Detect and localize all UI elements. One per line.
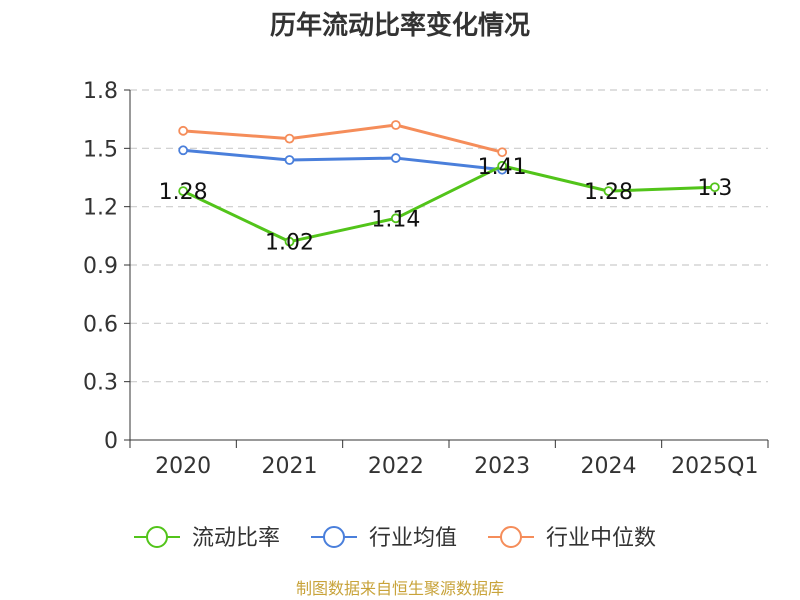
- data-point[interactable]: [390, 120, 401, 130]
- data-point[interactable]: [603, 186, 614, 197]
- x-tick-label: 2021: [262, 454, 318, 479]
- x-axis-ticks: 2020 2021 2022 2023 2024 2025Q1: [129, 440, 769, 479]
- data-point[interactable]: [284, 236, 295, 247]
- data-label: 1.28: [584, 180, 633, 205]
- x-tick-label: 2025Q1: [671, 454, 758, 479]
- data-point[interactable]: [497, 160, 508, 171]
- gridlines: [130, 89, 768, 383]
- y-tick-label: 0.3: [83, 371, 118, 396]
- series-line-2: [183, 123, 503, 154]
- legend-label: 行业均值: [369, 526, 457, 551]
- x-tick-label: 2024: [581, 454, 637, 479]
- legend-item[interactable]: 行业中位数: [488, 526, 656, 551]
- data-label: 1.28: [159, 180, 208, 205]
- data-point[interactable]: [284, 155, 295, 165]
- legend-item[interactable]: 流动比率: [134, 526, 280, 551]
- data-point[interactable]: [178, 186, 189, 197]
- legend-marker: [323, 526, 345, 548]
- data-point[interactable]: [390, 213, 401, 224]
- y-tick-label: 1.8: [83, 79, 118, 104]
- y-tick-label: 0.9: [83, 254, 118, 279]
- legend[interactable]: 流动比率 行业均值 行业中位数: [134, 526, 656, 551]
- data-point[interactable]: [390, 153, 401, 163]
- data-label: 1.14: [371, 207, 420, 232]
- data-point[interactable]: [497, 147, 508, 158]
- x-tick-label: 2020: [155, 454, 211, 479]
- y-tick-label: 1.2: [83, 196, 118, 221]
- legend-label: 流动比率: [192, 526, 280, 551]
- source-note: 制图数据来自恒生聚源数据库: [296, 579, 504, 598]
- series: [178, 120, 720, 247]
- data-point[interactable]: [284, 133, 295, 144]
- y-axis-ticks: 0 0.3 0.6 0.9 1.2 1.5 1.8: [83, 79, 130, 454]
- legend-label: 行业中位数: [546, 526, 656, 551]
- data-point[interactable]: [709, 182, 720, 193]
- legend-marker: [146, 526, 168, 548]
- y-tick-label: 1.5: [83, 137, 118, 162]
- data-label: 1.02: [265, 231, 314, 256]
- data-point[interactable]: [178, 125, 189, 136]
- data-point[interactable]: [178, 145, 189, 156]
- legend-marker: [500, 526, 522, 548]
- data-label: 1.3: [697, 176, 732, 201]
- x-tick-label: 2022: [368, 454, 424, 479]
- chart-title: 历年流动比率变化情况: [270, 10, 530, 41]
- series-line-0: [182, 164, 715, 244]
- y-tick-label: 0: [104, 429, 118, 454]
- legend-item[interactable]: 行业均值: [311, 526, 457, 551]
- data-labels: 1.28 1.02 1.14 1.41 1.28 1.3: [159, 155, 733, 256]
- y-tick-label: 0.6: [83, 312, 118, 337]
- series-line-1: [183, 148, 503, 172]
- data-label: 1.41: [478, 155, 527, 180]
- x-tick-label: 2023: [474, 454, 530, 479]
